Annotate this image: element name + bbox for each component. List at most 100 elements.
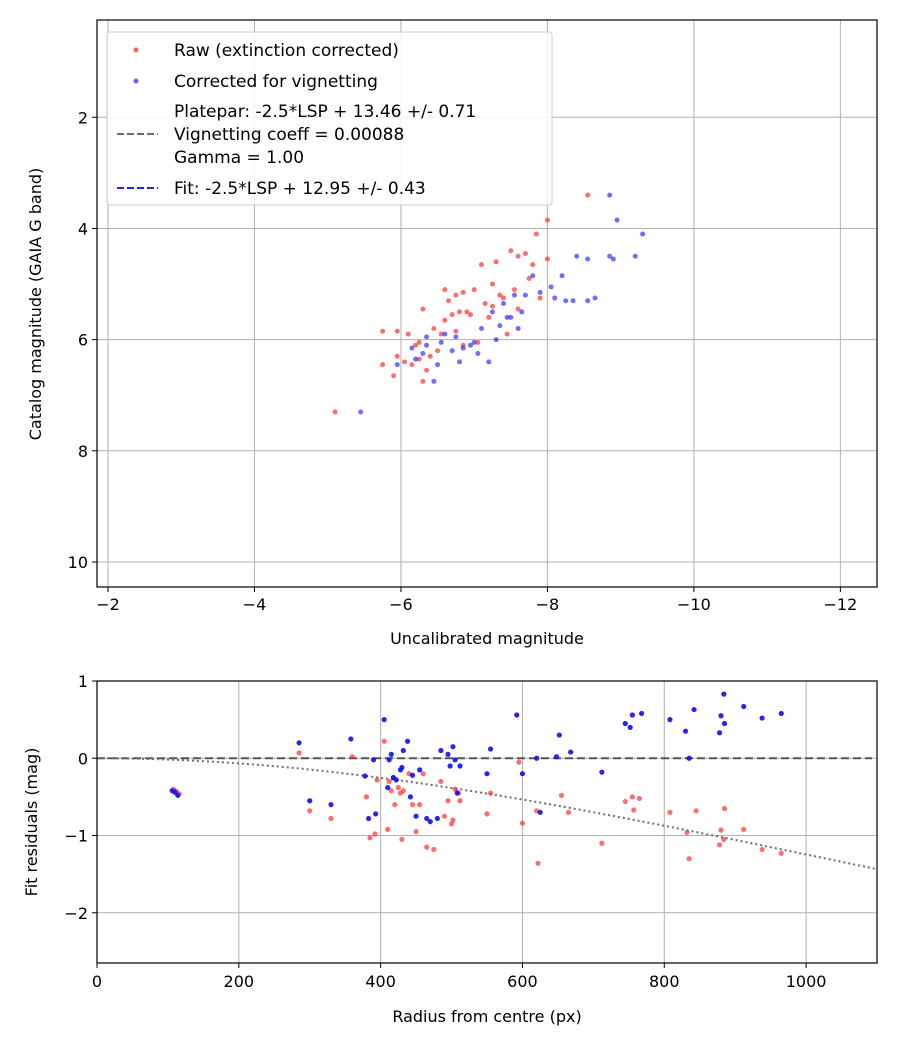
corrected-point <box>438 339 444 345</box>
bottom-y-tick-label: 1 <box>78 672 88 691</box>
corrected-point <box>468 342 474 348</box>
legend-corrected-marker <box>133 78 139 84</box>
raw-residual-point <box>741 826 747 832</box>
raw-residual-point <box>778 850 784 856</box>
corrected-residual-point <box>599 769 605 775</box>
raw-point <box>500 295 506 301</box>
raw-residual-point <box>636 795 643 802</box>
top-ticks: −2 −4 −6 −8 −10 −12 2 4 6 8 10 <box>68 108 858 614</box>
bottom-scatter-points <box>169 691 784 866</box>
corrected-point <box>479 326 485 332</box>
raw-residual-point <box>535 860 541 866</box>
corrected-point <box>563 298 569 304</box>
raw-residual-point <box>759 846 765 853</box>
raw-residual-point <box>367 835 373 841</box>
corrected-point <box>632 253 638 259</box>
raw-residual-point <box>420 771 426 777</box>
raw-residual-point <box>372 831 378 837</box>
corrected-residual-point <box>568 749 574 755</box>
raw-residual-point <box>693 808 699 814</box>
raw-residual-point <box>686 856 692 862</box>
corrected-residual-point <box>450 744 456 750</box>
bottom-y-tick-label: 0 <box>78 749 88 768</box>
raw-point <box>489 303 495 309</box>
raw-point <box>424 367 430 373</box>
raw-residual-point <box>431 846 437 853</box>
corrected-point <box>610 256 616 262</box>
raw-point <box>585 192 591 198</box>
raw-residual-point <box>721 805 728 812</box>
top-y-tick-label: 8 <box>78 442 88 461</box>
bottom-y-tick-label: −1 <box>64 827 88 846</box>
corrected-point <box>552 295 558 301</box>
raw-point <box>380 328 386 334</box>
raw-residual-point <box>424 844 430 850</box>
corrected-residual-point <box>484 771 490 777</box>
raw-residual-point <box>385 826 391 832</box>
raw-residual-point <box>629 794 635 800</box>
corrected-point <box>394 362 400 368</box>
legend-vignetting-label: Vignetting coeff = 0.00088 <box>174 125 404 145</box>
corrected-residual-point <box>427 819 433 825</box>
corrected-residual-point <box>399 764 405 771</box>
raw-point <box>533 231 539 237</box>
corrected-point <box>449 348 455 354</box>
raw-point <box>420 378 426 384</box>
raw-point <box>416 339 422 345</box>
raw-point <box>442 287 448 293</box>
corrected-point <box>570 298 576 304</box>
corrected-residual-point <box>638 710 645 717</box>
raw-residual-point <box>307 808 313 814</box>
corrected-point <box>424 342 430 348</box>
raw-residual-point <box>487 790 494 796</box>
raw-residual-point <box>519 820 526 826</box>
raw-residual-point <box>349 754 355 760</box>
raw-residual-point <box>438 778 444 785</box>
top-y-tick-label: 2 <box>78 108 88 127</box>
bottom-x-axis-title: Radius from centre (px) <box>392 1007 581 1026</box>
corrected-residual-point <box>759 715 765 721</box>
corrected-residual-point <box>362 773 368 779</box>
raw-residual-point <box>441 813 448 819</box>
raw-point <box>544 217 550 223</box>
bottom-x-tick-label: 200 <box>224 972 255 991</box>
corrected-residual-point <box>457 763 463 769</box>
corrected-point <box>424 334 430 340</box>
bottom-y-axis-title: Fit residuals (mag) <box>22 748 41 897</box>
corrected-point <box>431 378 437 384</box>
corrected-point <box>537 289 543 295</box>
bottom-x-tick-label: 1000 <box>786 972 827 991</box>
corrected-point <box>508 314 514 320</box>
corrected-residual-point <box>434 815 440 822</box>
corrected-residual-point <box>386 757 392 763</box>
corrected-residual-point <box>388 751 394 757</box>
raw-point <box>493 259 499 265</box>
raw-point <box>537 295 543 301</box>
corrected-residual-point <box>365 815 372 822</box>
corrected-residual-point <box>445 751 451 757</box>
raw-point <box>446 298 452 304</box>
raw-point <box>402 359 408 365</box>
raw-point <box>435 348 441 354</box>
raw-point <box>497 292 503 298</box>
corrected-point <box>475 351 481 357</box>
corrected-point <box>607 253 613 259</box>
raw-residual-point <box>558 792 565 798</box>
raw-point <box>511 287 517 293</box>
top-y-axis-title: Catalog magnitude (GAIA G band) <box>26 168 45 440</box>
raw-residual-point <box>484 811 490 817</box>
raw-residual-point <box>392 802 398 808</box>
corrected-residual-point <box>534 755 540 761</box>
corrected-residual-point <box>487 746 494 752</box>
raw-point <box>504 331 510 337</box>
corrected-point <box>457 359 463 365</box>
top-axes-frame <box>96 19 878 588</box>
vignetting-curve <box>97 757 878 871</box>
corrected-point <box>548 284 554 290</box>
raw-point <box>522 250 528 256</box>
corrected-point <box>522 292 528 298</box>
corrected-point <box>435 362 441 368</box>
corrected-point <box>358 409 364 415</box>
raw-residual-point <box>684 829 690 836</box>
corrected-residual-point <box>393 777 399 783</box>
